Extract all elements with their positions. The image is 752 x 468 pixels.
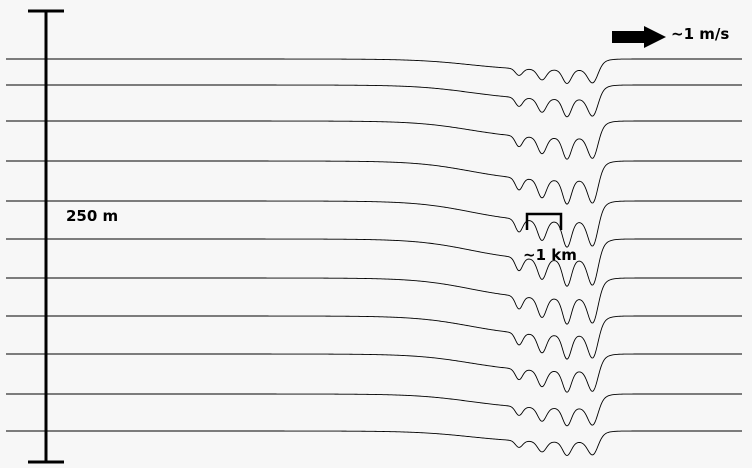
upper-flow-region <box>380 5 614 250</box>
isopycnal-line <box>6 430 742 456</box>
lower-flow-region <box>370 215 614 468</box>
wavelength-bracket <box>525 212 563 230</box>
isopycnal-line <box>6 393 742 427</box>
isopycnal-line <box>6 353 742 393</box>
velocity-arrow <box>612 26 666 48</box>
isopycnal-line <box>6 238 742 287</box>
isopycnal-line <box>6 315 742 360</box>
isopycnal-line <box>6 200 742 248</box>
depth-scale-label: 250 m <box>66 207 119 225</box>
isopycnal-line <box>6 58 742 84</box>
depth-scale-bar <box>28 9 64 464</box>
isopycnal-line <box>6 120 742 160</box>
velocity-scale-label: ~1 m/s <box>671 25 730 43</box>
isopycnal-line <box>6 84 742 118</box>
width-scale-label: ~1 km <box>523 246 577 264</box>
isopycnal-line <box>6 277 742 325</box>
isopycnal-lines <box>6 58 742 456</box>
isopycnal-line <box>6 160 742 205</box>
